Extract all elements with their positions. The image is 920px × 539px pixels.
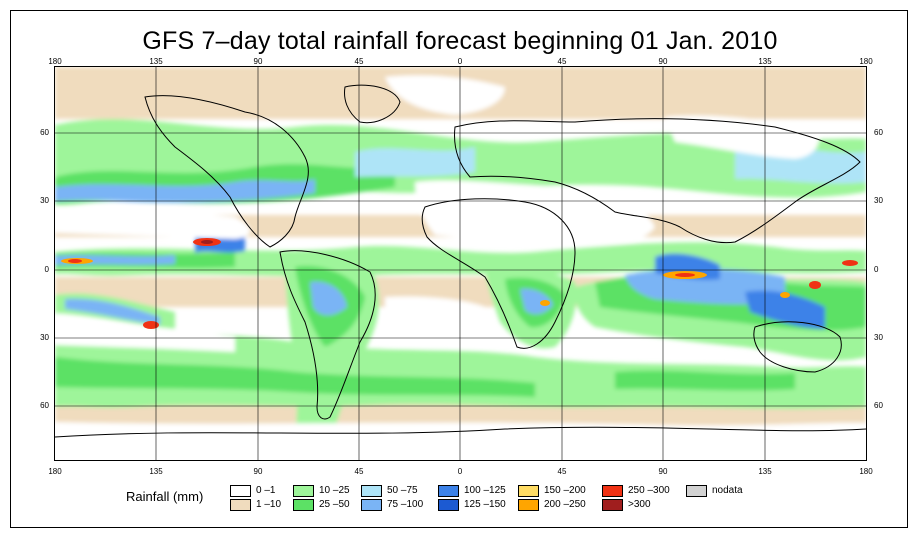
legend-swatch-0-1 xyxy=(230,485,251,497)
legend-label-75-100: 75 –100 xyxy=(387,499,424,510)
lon-tick-bottom-0: 0 xyxy=(457,467,463,476)
legend-swatch-200-250 xyxy=(518,499,539,511)
rainfall-map-canvas xyxy=(55,67,866,460)
lon-tick-bottom-135w: 135 xyxy=(149,467,163,476)
lon-tick-top-90e: 90 xyxy=(658,57,668,66)
legend-swatch-10-25 xyxy=(293,485,314,497)
legend-label-100-125: 100 –125 xyxy=(464,485,506,496)
lon-tick-bottom-180e: 180 xyxy=(859,467,873,476)
lon-tick-top-135e: 135 xyxy=(758,57,772,66)
lon-tick-top-0: 0 xyxy=(457,57,463,66)
legend-swatch-50-75 xyxy=(361,485,382,497)
lat-tick-left-30s: 30 xyxy=(40,333,49,342)
map-title: GFS 7–day total rainfall forecast beginn… xyxy=(142,27,778,55)
legend-swatch-nodata xyxy=(686,485,707,497)
legend-label-125-150: 125 –150 xyxy=(464,499,506,510)
legend-label-25-50: 25 –50 xyxy=(319,499,350,510)
lon-tick-bottom-45w: 45 xyxy=(354,467,364,476)
lat-tick-left-0: 0 xyxy=(44,265,49,274)
legend-label-200-250: 200 –250 xyxy=(544,499,586,510)
legend-label-50-75: 50 –75 xyxy=(387,485,418,496)
lon-tick-top-45e: 45 xyxy=(557,57,567,66)
lon-tick-top-180w: 180 xyxy=(48,57,62,66)
rainfall-map xyxy=(54,66,867,461)
lat-tick-right-0: 0 xyxy=(874,265,879,274)
legend-swatch-250-300 xyxy=(602,485,623,497)
legend-swatch-125-150 xyxy=(438,499,459,511)
legend-label-over-300: >300 xyxy=(628,499,651,510)
legend-swatch-75-100 xyxy=(361,499,382,511)
legend-label-0-1: 0 –1 xyxy=(256,485,276,496)
lat-tick-right-30n: 30 xyxy=(874,196,883,205)
legend-label-10-25: 10 –25 xyxy=(319,485,350,496)
legend-label-1-10: 1 –10 xyxy=(256,499,282,510)
lat-tick-right-60n: 60 xyxy=(874,128,883,137)
lon-tick-top-90w: 90 xyxy=(253,57,263,66)
legend-swatch-over-300 xyxy=(602,499,623,511)
legend-swatch-100-125 xyxy=(438,485,459,497)
lon-tick-bottom-45e: 45 xyxy=(557,467,567,476)
lon-tick-bottom-90w: 90 xyxy=(253,467,263,476)
lat-tick-right-60s: 60 xyxy=(874,401,883,410)
lat-tick-right-30s: 30 xyxy=(874,333,883,342)
lon-tick-top-45w: 45 xyxy=(354,57,364,66)
legend-swatch-150-200 xyxy=(518,485,539,497)
lat-tick-left-60n: 60 xyxy=(40,128,49,137)
lon-tick-bottom-90e: 90 xyxy=(658,467,668,476)
lon-tick-top-135w: 135 xyxy=(149,57,163,66)
legend-label-nodata: nodata xyxy=(712,485,743,496)
legend-label-250-300: 250 –300 xyxy=(628,485,670,496)
lon-tick-bottom-180w: 180 xyxy=(48,467,62,476)
lon-tick-bottom-135e: 135 xyxy=(758,467,772,476)
legend-title: Rainfall (mm) xyxy=(126,489,204,504)
legend-label-150-200: 150 –200 xyxy=(544,485,586,496)
lon-tick-top-180e: 180 xyxy=(859,57,873,66)
lat-tick-left-60s: 60 xyxy=(40,401,49,410)
lat-tick-left-30n: 30 xyxy=(40,196,49,205)
legend-swatch-25-50 xyxy=(293,499,314,511)
legend-swatch-1-10 xyxy=(230,499,251,511)
